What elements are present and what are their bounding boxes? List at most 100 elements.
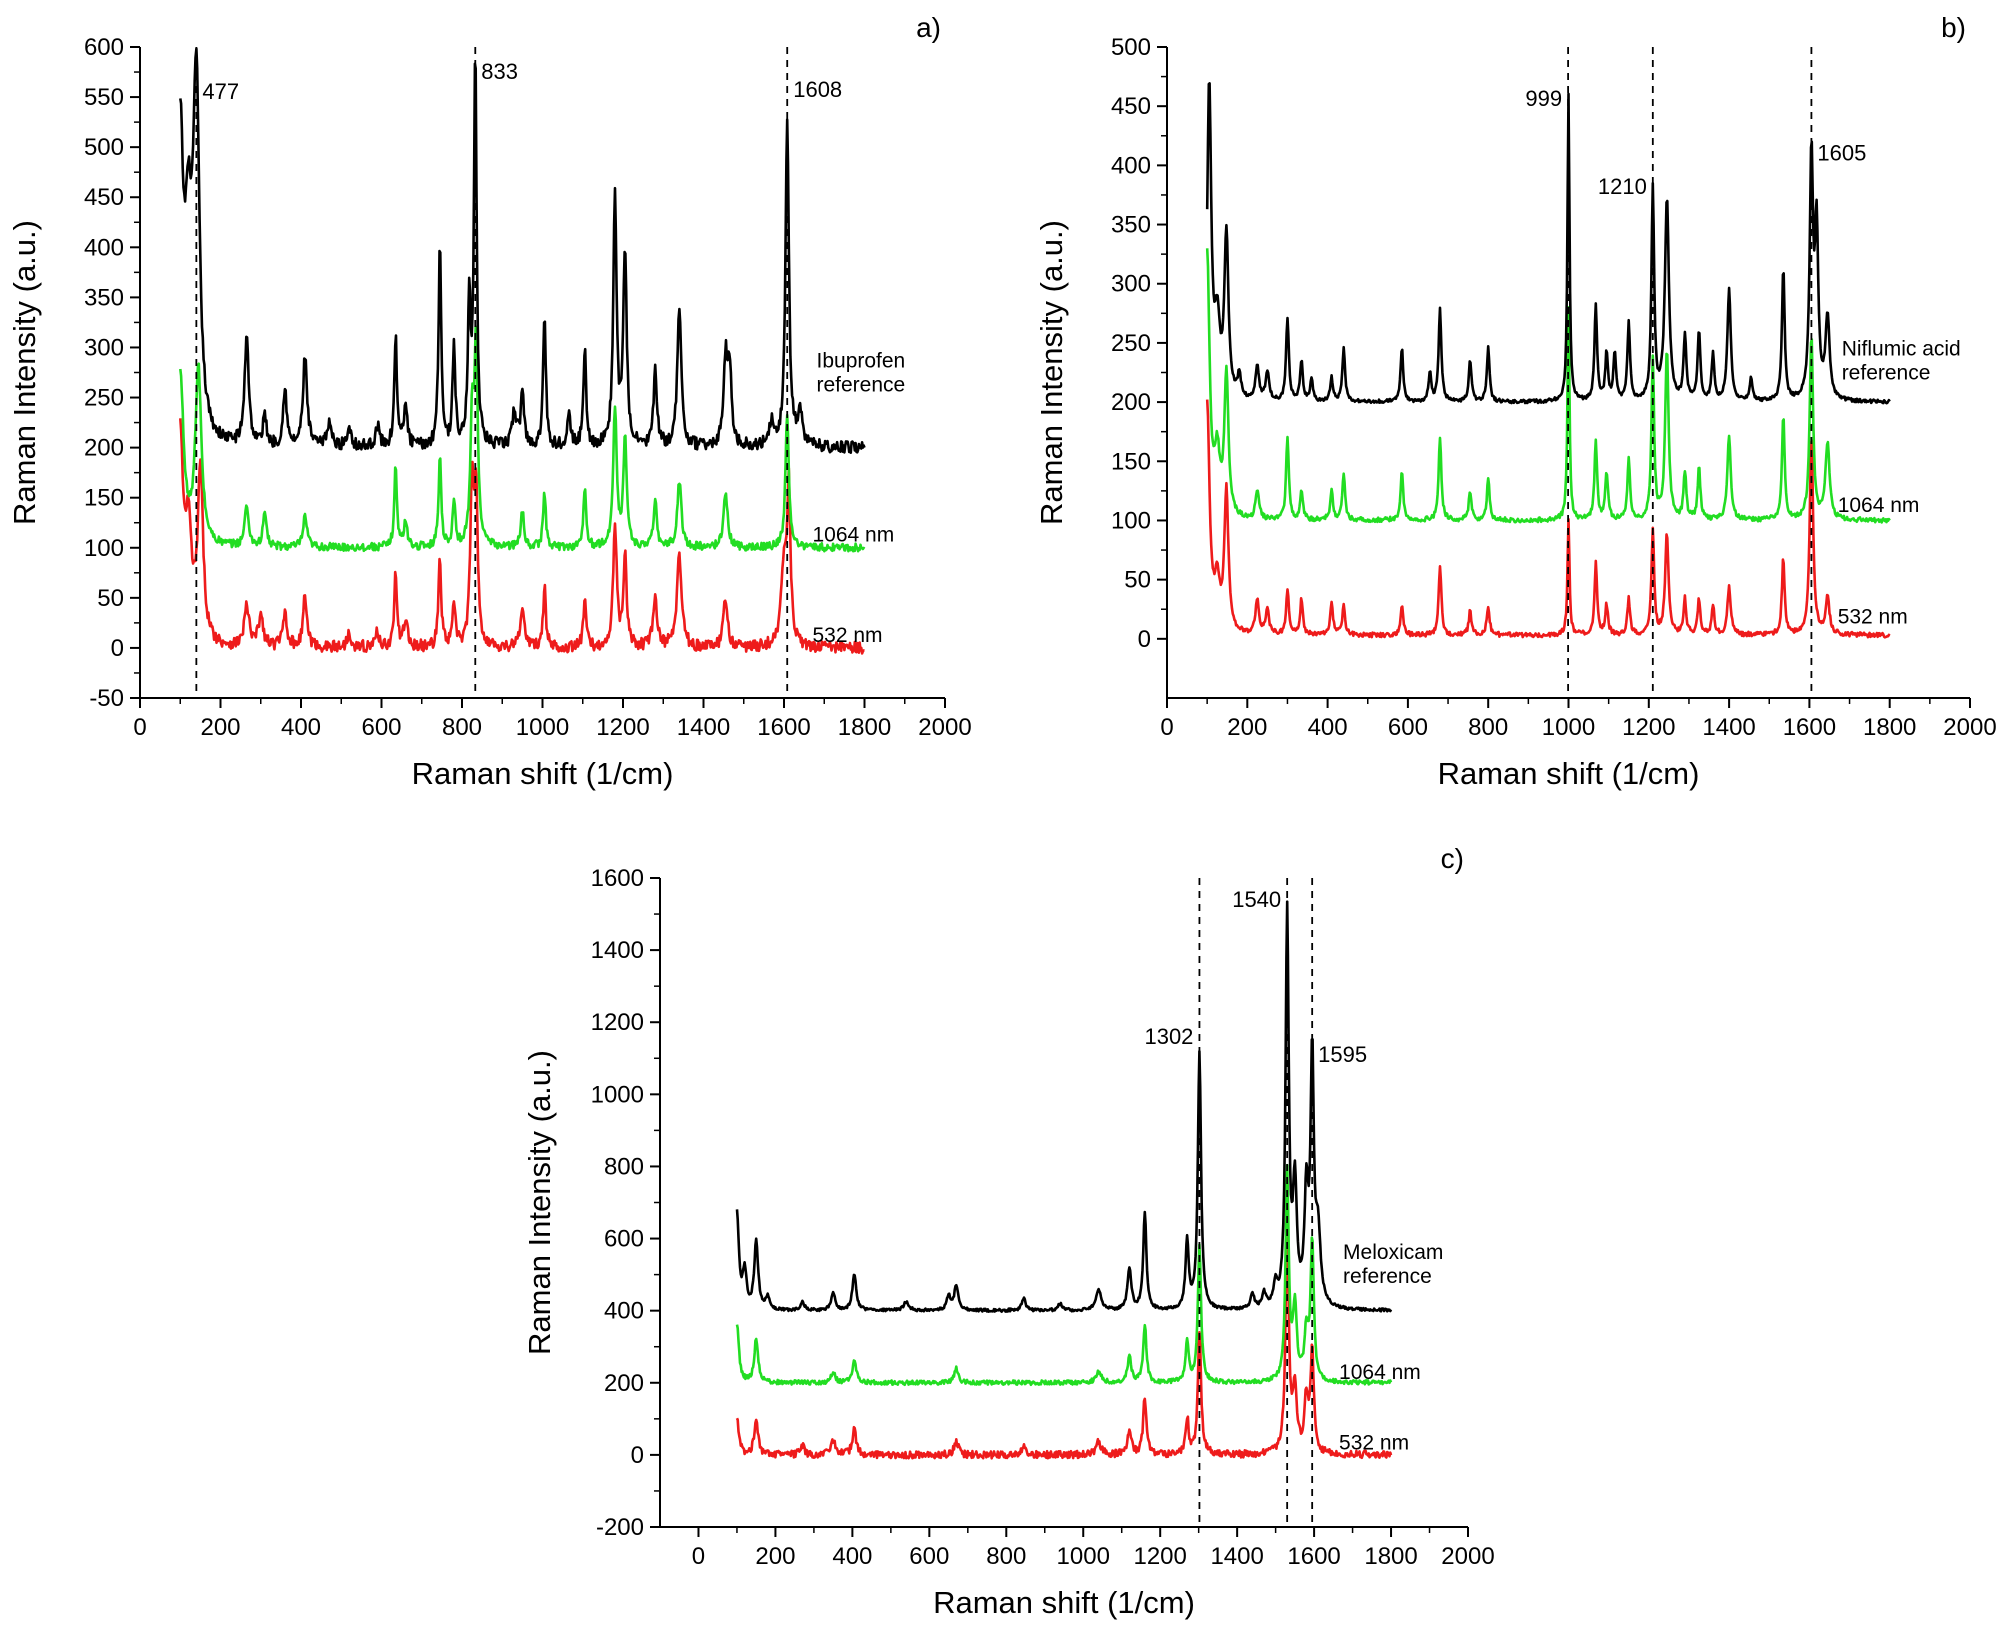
y-tick-label: 1200: [591, 1009, 644, 1036]
x-tick-label: 400: [1308, 714, 1348, 741]
x-tick-label: 2000: [1441, 1543, 1494, 1570]
x-axis-title: Raman shift (1/cm): [933, 1585, 1195, 1620]
series-label: 532 nm: [1339, 1431, 1409, 1454]
peak-label: 1595: [1318, 1042, 1367, 1067]
series-line-1064nm: [735, 1163, 1393, 1387]
x-tick-label: 200: [200, 714, 240, 741]
x-tick-label: 1600: [1287, 1543, 1340, 1570]
series-line-532nm: [735, 1212, 1393, 1460]
x-tick-label: 1600: [1783, 714, 1836, 741]
series-label: reference: [1842, 362, 1931, 385]
x-tick-label: 1400: [1702, 714, 1755, 741]
y-tick-label: 1400: [591, 937, 644, 964]
x-tick-label: 0: [692, 1543, 705, 1570]
series-label: Meloxicam: [1343, 1241, 1443, 1264]
y-tick-label: 350: [84, 284, 124, 311]
y-tick-label: 100: [1111, 507, 1151, 534]
y-tick-label: 350: [1111, 212, 1151, 239]
x-tick-label: 600: [361, 714, 401, 741]
x-tick-label: 1200: [596, 714, 649, 741]
x-tick-label: 600: [1388, 714, 1428, 741]
panel-label: a): [916, 12, 941, 43]
x-tick-label: 800: [986, 1543, 1026, 1570]
series-line-reference: [1205, 82, 1891, 405]
series-line-reference: [179, 47, 866, 455]
series-label: 532 nm: [813, 624, 883, 647]
x-tick-label: 2000: [918, 714, 971, 741]
series-line-1064nm: [179, 325, 866, 553]
chart-panel-2: 0 200 400 600 800 1000 1200 1400 1600 1800 2000 0 50…: [1034, 12, 1997, 791]
y-axis-title: Raman Intensity (a.u.): [522, 1050, 557, 1355]
y-axis-title: Raman Intensity (a.u.): [1034, 220, 1069, 525]
series-label: Ibuprofen: [817, 350, 906, 373]
y-tick-label: 500: [84, 134, 124, 161]
x-tick-label: 200: [755, 1543, 795, 1570]
y-tick-label: 0: [1138, 626, 1151, 653]
y-tick-label: 600: [604, 1226, 644, 1253]
series-line-1064nm: [1205, 248, 1891, 524]
y-tick-label: 200: [1111, 389, 1151, 416]
y-tick-label: 400: [604, 1298, 644, 1325]
peak-label: 1210: [1598, 174, 1647, 199]
x-tick-label: 2000: [1943, 714, 1996, 741]
y-tick-label: 800: [604, 1153, 644, 1180]
y-tick-label: 550: [84, 84, 124, 111]
peak-label: 477: [202, 79, 239, 104]
y-tick-label: 450: [84, 184, 124, 211]
x-tick-label: 0: [133, 714, 146, 741]
x-tick-label: 400: [832, 1543, 872, 1570]
y-tick-label: 1600: [591, 865, 644, 892]
y-tick-label: 300: [1111, 271, 1151, 298]
series-label: Niflumic acid: [1842, 338, 1961, 361]
x-tick-label: 1200: [1133, 1543, 1186, 1570]
y-tick-label: 150: [84, 485, 124, 512]
peak-label: 833: [481, 59, 518, 84]
peak-label: 999: [1525, 86, 1562, 111]
y-tick-label: 400: [84, 234, 124, 261]
y-tick-label: 0: [631, 1442, 644, 1469]
x-tick-label: 1600: [757, 714, 810, 741]
y-axis-title: Raman Intensity (a.u.): [7, 220, 42, 525]
chart-panel-3: 0 200 400 600 800 1000 1200 1400 1600 1800 2000 -20…: [522, 843, 1495, 1620]
chart-panel-1: 0 200 400 600 800 1000 1200 1400 1600 1800 2000-50…: [7, 12, 972, 791]
y-tick-label: 200: [84, 435, 124, 462]
x-tick-label: 1000: [516, 714, 569, 741]
y-tick-label: 500: [1111, 34, 1151, 61]
series-label: 1064 nm: [1339, 1361, 1421, 1384]
y-tick-label: 250: [1111, 330, 1151, 357]
x-tick-label: 200: [1227, 714, 1267, 741]
x-tick-label: 1800: [1364, 1543, 1417, 1570]
peak-label: 1302: [1144, 1024, 1193, 1049]
y-tick-label: 600: [84, 34, 124, 61]
x-axis-title: Raman shift (1/cm): [1438, 756, 1700, 791]
y-tick-label: 300: [84, 334, 124, 361]
series-label: reference: [1343, 1265, 1432, 1288]
y-tick-label: -200: [596, 1514, 644, 1541]
y-tick-label: 100: [84, 535, 124, 562]
x-tick-label: 1200: [1622, 714, 1675, 741]
y-tick-label: 50: [1124, 567, 1151, 594]
series-line-532nm: [1205, 399, 1891, 639]
x-tick-label: 1800: [1863, 714, 1916, 741]
x-tick-label: 1000: [1057, 1543, 1110, 1570]
series-label: 532 nm: [1838, 605, 1908, 628]
x-tick-label: 800: [442, 714, 482, 741]
x-tick-label: 1800: [838, 714, 891, 741]
series-line-532nm: [179, 418, 866, 655]
x-tick-label: 600: [909, 1543, 949, 1570]
x-tick-label: 800: [1468, 714, 1508, 741]
y-tick-label: 150: [1111, 448, 1151, 475]
y-tick-label: 0: [111, 635, 124, 662]
y-tick-label: 50: [97, 585, 124, 612]
x-tick-label: 400: [281, 714, 321, 741]
y-tick-label: 250: [84, 385, 124, 412]
y-tick-label: -50: [89, 685, 124, 712]
y-tick-label: 400: [1111, 152, 1151, 179]
x-axis-title: Raman shift (1/cm): [412, 756, 674, 791]
series-label: reference: [817, 374, 906, 397]
peak-label: 1608: [793, 77, 842, 102]
series-label: 1064 nm: [813, 524, 895, 547]
peak-label: 1540: [1232, 887, 1281, 912]
series-line-reference: [735, 900, 1393, 1313]
